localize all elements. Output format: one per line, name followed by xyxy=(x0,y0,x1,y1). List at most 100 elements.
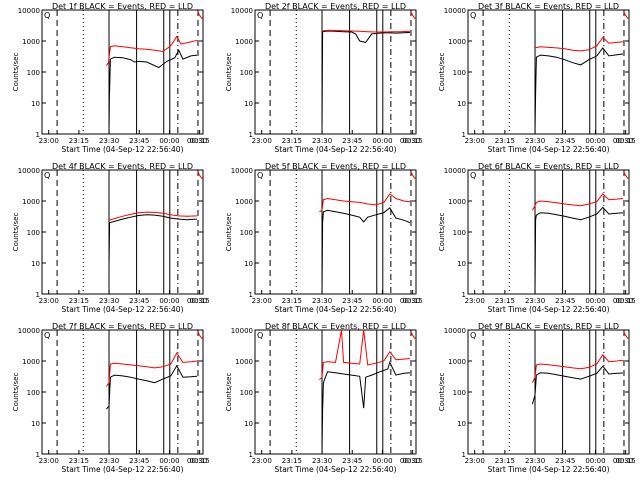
y-tick-label: 1 xyxy=(249,451,253,459)
chart-title: Det 7f BLACK = Events, RED = LLD xyxy=(52,322,193,331)
y-tick-label: 1000 xyxy=(448,198,466,206)
series-lld-line xyxy=(321,29,411,33)
series-lld-line xyxy=(105,35,198,66)
lld-saturation-curve xyxy=(197,11,203,20)
x-tick-label: 00:30 xyxy=(187,297,207,305)
x-tick-label: 00:00 xyxy=(159,297,179,305)
chart-title: Det 4f BLACK = Events, RED = LLD xyxy=(52,162,193,171)
x-axis-label: Start Time (04-Sep-12 22:56:40) xyxy=(488,465,610,474)
lld-saturation-curve xyxy=(410,331,416,340)
corner-label: Q xyxy=(44,331,50,340)
x-tick-label: 23:00 xyxy=(39,457,59,465)
x-tick-label: 23:45 xyxy=(555,297,575,305)
x-tick-label: 23:30 xyxy=(525,137,545,145)
lld-saturation-curve xyxy=(410,11,416,20)
lld-saturation-curve xyxy=(197,171,203,180)
y-axis-label: Counts/sec xyxy=(225,213,233,252)
x-tick-label: 00:30 xyxy=(187,137,207,145)
plot-frame xyxy=(467,169,630,295)
y-tick-label: 1000 xyxy=(22,198,40,206)
y-axis-label: Counts/sec xyxy=(12,213,20,252)
lld-saturation-curve xyxy=(623,171,629,180)
plot-frame xyxy=(254,329,417,455)
corner-label: Q xyxy=(470,171,476,180)
y-tick-label: 10000 xyxy=(18,7,40,15)
x-tick-label: 23:30 xyxy=(99,457,119,465)
x-tick-label: 23:45 xyxy=(555,137,575,145)
x-tick-label: 00:30 xyxy=(400,137,420,145)
x-tick-label: 23:45 xyxy=(342,137,362,145)
x-tick-label: 23:30 xyxy=(99,297,119,305)
x-axis-label: Start Time (04-Sep-12 22:56:40) xyxy=(275,145,397,154)
y-tick-label: 1000 xyxy=(22,38,40,46)
x-tick-label: 00:15 xyxy=(403,457,423,465)
y-tick-label: 1000 xyxy=(235,198,253,206)
series-lld-line xyxy=(105,352,198,387)
x-tick-label: 23:45 xyxy=(129,457,149,465)
x-tick-label: 00:15 xyxy=(616,457,636,465)
corner-label: Q xyxy=(44,171,50,180)
y-tick-label: 100 xyxy=(240,389,253,397)
y-tick-label: 1 xyxy=(462,131,466,139)
chart-title: Det 2f BLACK = Events, RED = LLD xyxy=(265,2,406,11)
x-tick-label: 00:15 xyxy=(403,297,423,305)
x-tick-label: 23:15 xyxy=(69,297,89,305)
y-tick-label: 10 xyxy=(244,260,253,268)
x-tick-label: 00:30 xyxy=(400,297,420,305)
x-tick-label: 00:15 xyxy=(616,137,636,145)
lld-saturation-curve xyxy=(623,331,629,340)
x-tick-label: 23:00 xyxy=(465,297,485,305)
chart-title: Det 9f BLACK = Events, RED = LLD xyxy=(478,322,619,331)
y-axis-label: Counts/sec xyxy=(12,373,20,412)
x-tick-label: 00:30 xyxy=(613,297,633,305)
plot-frame xyxy=(41,9,204,135)
chart-title: Det 1f BLACK = Events, RED = LLD xyxy=(52,2,193,11)
series-events-line xyxy=(531,365,624,405)
corner-label: Q xyxy=(44,11,50,20)
y-tick-label: 10000 xyxy=(444,7,466,15)
x-tick-label: 23:30 xyxy=(312,137,332,145)
x-tick-label: 00:30 xyxy=(400,457,420,465)
series-events-line xyxy=(534,206,624,292)
y-tick-label: 1 xyxy=(36,291,40,299)
x-tick-label: 23:00 xyxy=(252,297,272,305)
x-tick-label: 00:00 xyxy=(372,457,392,465)
x-tick-label: 00:00 xyxy=(585,297,605,305)
series-events-line xyxy=(108,214,198,267)
series-events-line xyxy=(108,49,198,132)
lld-saturation-curve xyxy=(623,11,629,20)
x-tick-label: 23:15 xyxy=(69,137,89,145)
y-tick-label: 10000 xyxy=(444,167,466,175)
x-axis-label: Start Time (04-Sep-12 22:56:40) xyxy=(488,145,610,154)
x-tick-label: 23:45 xyxy=(342,297,362,305)
x-tick-label: 00:30 xyxy=(187,457,207,465)
y-tick-label: 100 xyxy=(240,229,253,237)
x-tick-label: 23:00 xyxy=(39,297,59,305)
x-tick-label: 00:30 xyxy=(613,457,633,465)
y-tick-label: 100 xyxy=(453,229,466,237)
y-tick-label: 1 xyxy=(462,291,466,299)
x-tick-label: 23:30 xyxy=(312,457,332,465)
x-tick-label: 00:00 xyxy=(585,137,605,145)
y-tick-label: 10 xyxy=(244,100,253,108)
series-events-line xyxy=(321,30,411,129)
x-axis-label: Start Time (04-Sep-12 22:56:40) xyxy=(275,465,397,474)
x-axis-label: Start Time (04-Sep-12 22:56:40) xyxy=(62,465,184,474)
y-axis-label: Counts/sec xyxy=(438,373,446,412)
x-tick-label: 23:00 xyxy=(252,457,272,465)
y-tick-label: 1000 xyxy=(235,358,253,366)
y-tick-label: 100 xyxy=(240,69,253,77)
y-tick-label: 1 xyxy=(462,451,466,459)
x-tick-label: 00:00 xyxy=(372,137,392,145)
x-tick-label: 23:45 xyxy=(555,457,575,465)
x-tick-label: 23:15 xyxy=(69,457,89,465)
x-tick-label: 00:15 xyxy=(190,297,210,305)
x-tick-label: 23:00 xyxy=(39,137,59,145)
x-tick-label: 23:15 xyxy=(282,297,302,305)
x-tick-label: 23:15 xyxy=(495,297,515,305)
